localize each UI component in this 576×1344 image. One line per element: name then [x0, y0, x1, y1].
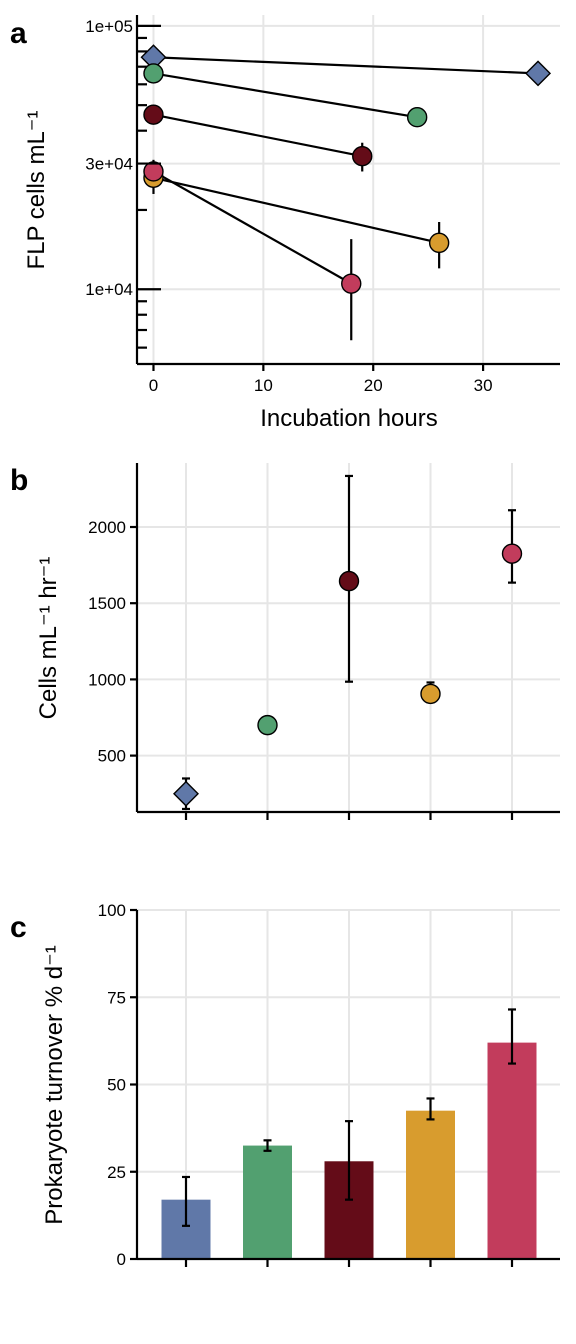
- series-line-blue: [153, 56, 539, 75]
- panel-a-x-tick-label: 20: [364, 376, 383, 395]
- panel-c-y-tick-label: 75: [107, 988, 126, 1007]
- panel-a-x-tick-label: 0: [149, 376, 158, 395]
- series-line-green: [153, 72, 418, 119]
- bar-green: [243, 1145, 292, 1259]
- point-start-pink: [143, 161, 164, 182]
- panel-c-y-tick-label: 100: [98, 901, 126, 920]
- series-line-gold: [153, 176, 440, 244]
- point-end-blue: [525, 60, 552, 87]
- panel-c-y-tick-label: 25: [107, 1163, 126, 1182]
- panel-b-y-tick-label: 2000: [88, 518, 126, 537]
- panel-a-y-tick-label: 1e+04: [85, 280, 133, 299]
- panel-label-c: c: [10, 911, 27, 944]
- panel-a-y-tick-label: 3e+04: [85, 155, 133, 174]
- point-start-darkred: [143, 104, 164, 125]
- point-pink: [501, 543, 523, 564]
- panel-b-y-tick-label: 500: [98, 747, 126, 766]
- panel-a-x-tick-label: 10: [254, 376, 273, 395]
- series-line-darkred: [153, 113, 363, 158]
- panel-a-x-tick-label: 30: [474, 376, 493, 395]
- panel-a-y-label: FLP cells mL⁻¹: [23, 111, 50, 270]
- panel-label-a: a: [10, 17, 27, 50]
- point-end-green: [406, 107, 428, 128]
- point-gold: [420, 683, 441, 705]
- panel-a-y-tick-label: 1e+05: [85, 17, 133, 36]
- panel-b-y-tick-label: 1000: [88, 670, 126, 689]
- panel-a-data: [140, 44, 552, 341]
- panel-c-y-label: Prokaryote turnover % d⁻¹: [41, 945, 68, 1224]
- panel-c-data: [161, 1008, 537, 1259]
- panel-b-y-tick-label: 1500: [88, 594, 126, 613]
- bar-pink: [487, 1042, 537, 1259]
- panel-b-data: [173, 474, 523, 811]
- series-line-pink: [152, 170, 352, 285]
- point-darkred: [338, 570, 360, 592]
- panel-label-b: b: [10, 464, 28, 497]
- point-start-green: [143, 63, 164, 84]
- point-end-gold: [428, 232, 450, 254]
- point-green: [257, 714, 278, 736]
- panel-c-y-tick-label: 0: [117, 1250, 126, 1269]
- panel-a-ticks: 1e+04 3e+04 1e+05 0 10 20 30: [85, 17, 492, 395]
- point-end-pink: [341, 273, 362, 294]
- point-end-darkred: [352, 146, 373, 167]
- panel-b-y-label: Cells mL⁻¹ hr⁻¹: [35, 557, 62, 720]
- panel-b-ticks: 500 1000 1500 2000: [88, 518, 514, 820]
- bar-gold: [406, 1110, 455, 1259]
- panel-c-y-tick-label: 50: [107, 1076, 126, 1095]
- panel-a-x-label: Incubation hours: [260, 405, 437, 432]
- panel-c-ticks: 0 25 50 75 100: [98, 901, 514, 1269]
- point-blue: [173, 780, 199, 807]
